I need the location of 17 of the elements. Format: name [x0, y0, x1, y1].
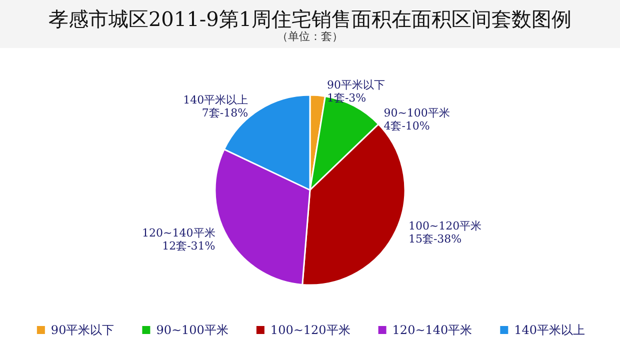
slice-label: 120~140平米	[142, 226, 216, 240]
legend-label: 100~120平米	[270, 323, 350, 337]
chart-title: 孝感市城区2011-9第1周住宅销售面积在面积区间套数图例	[48, 7, 572, 31]
data-label: 7套-18%	[202, 106, 248, 120]
slice-label: 90~100平米	[384, 106, 450, 120]
data-label: 12套-31%	[162, 240, 216, 252]
data-label: 4套-10%	[384, 119, 430, 132]
slice-label: 140平米以上	[183, 93, 248, 106]
data-label: 1套-3%	[326, 91, 366, 104]
legend-label: 120~140平米	[392, 323, 472, 337]
legend-label: 90~100平米	[156, 323, 228, 337]
slice-label: 90平米以下	[326, 78, 385, 92]
slice-label: 100~120平米	[408, 219, 482, 232]
legend-label: 140平米以上	[514, 323, 586, 337]
data-label: 15套-38%	[408, 232, 462, 246]
chart-subtitle: （单位：套）	[277, 30, 343, 43]
legend-label: 90平米以下	[50, 323, 114, 337]
